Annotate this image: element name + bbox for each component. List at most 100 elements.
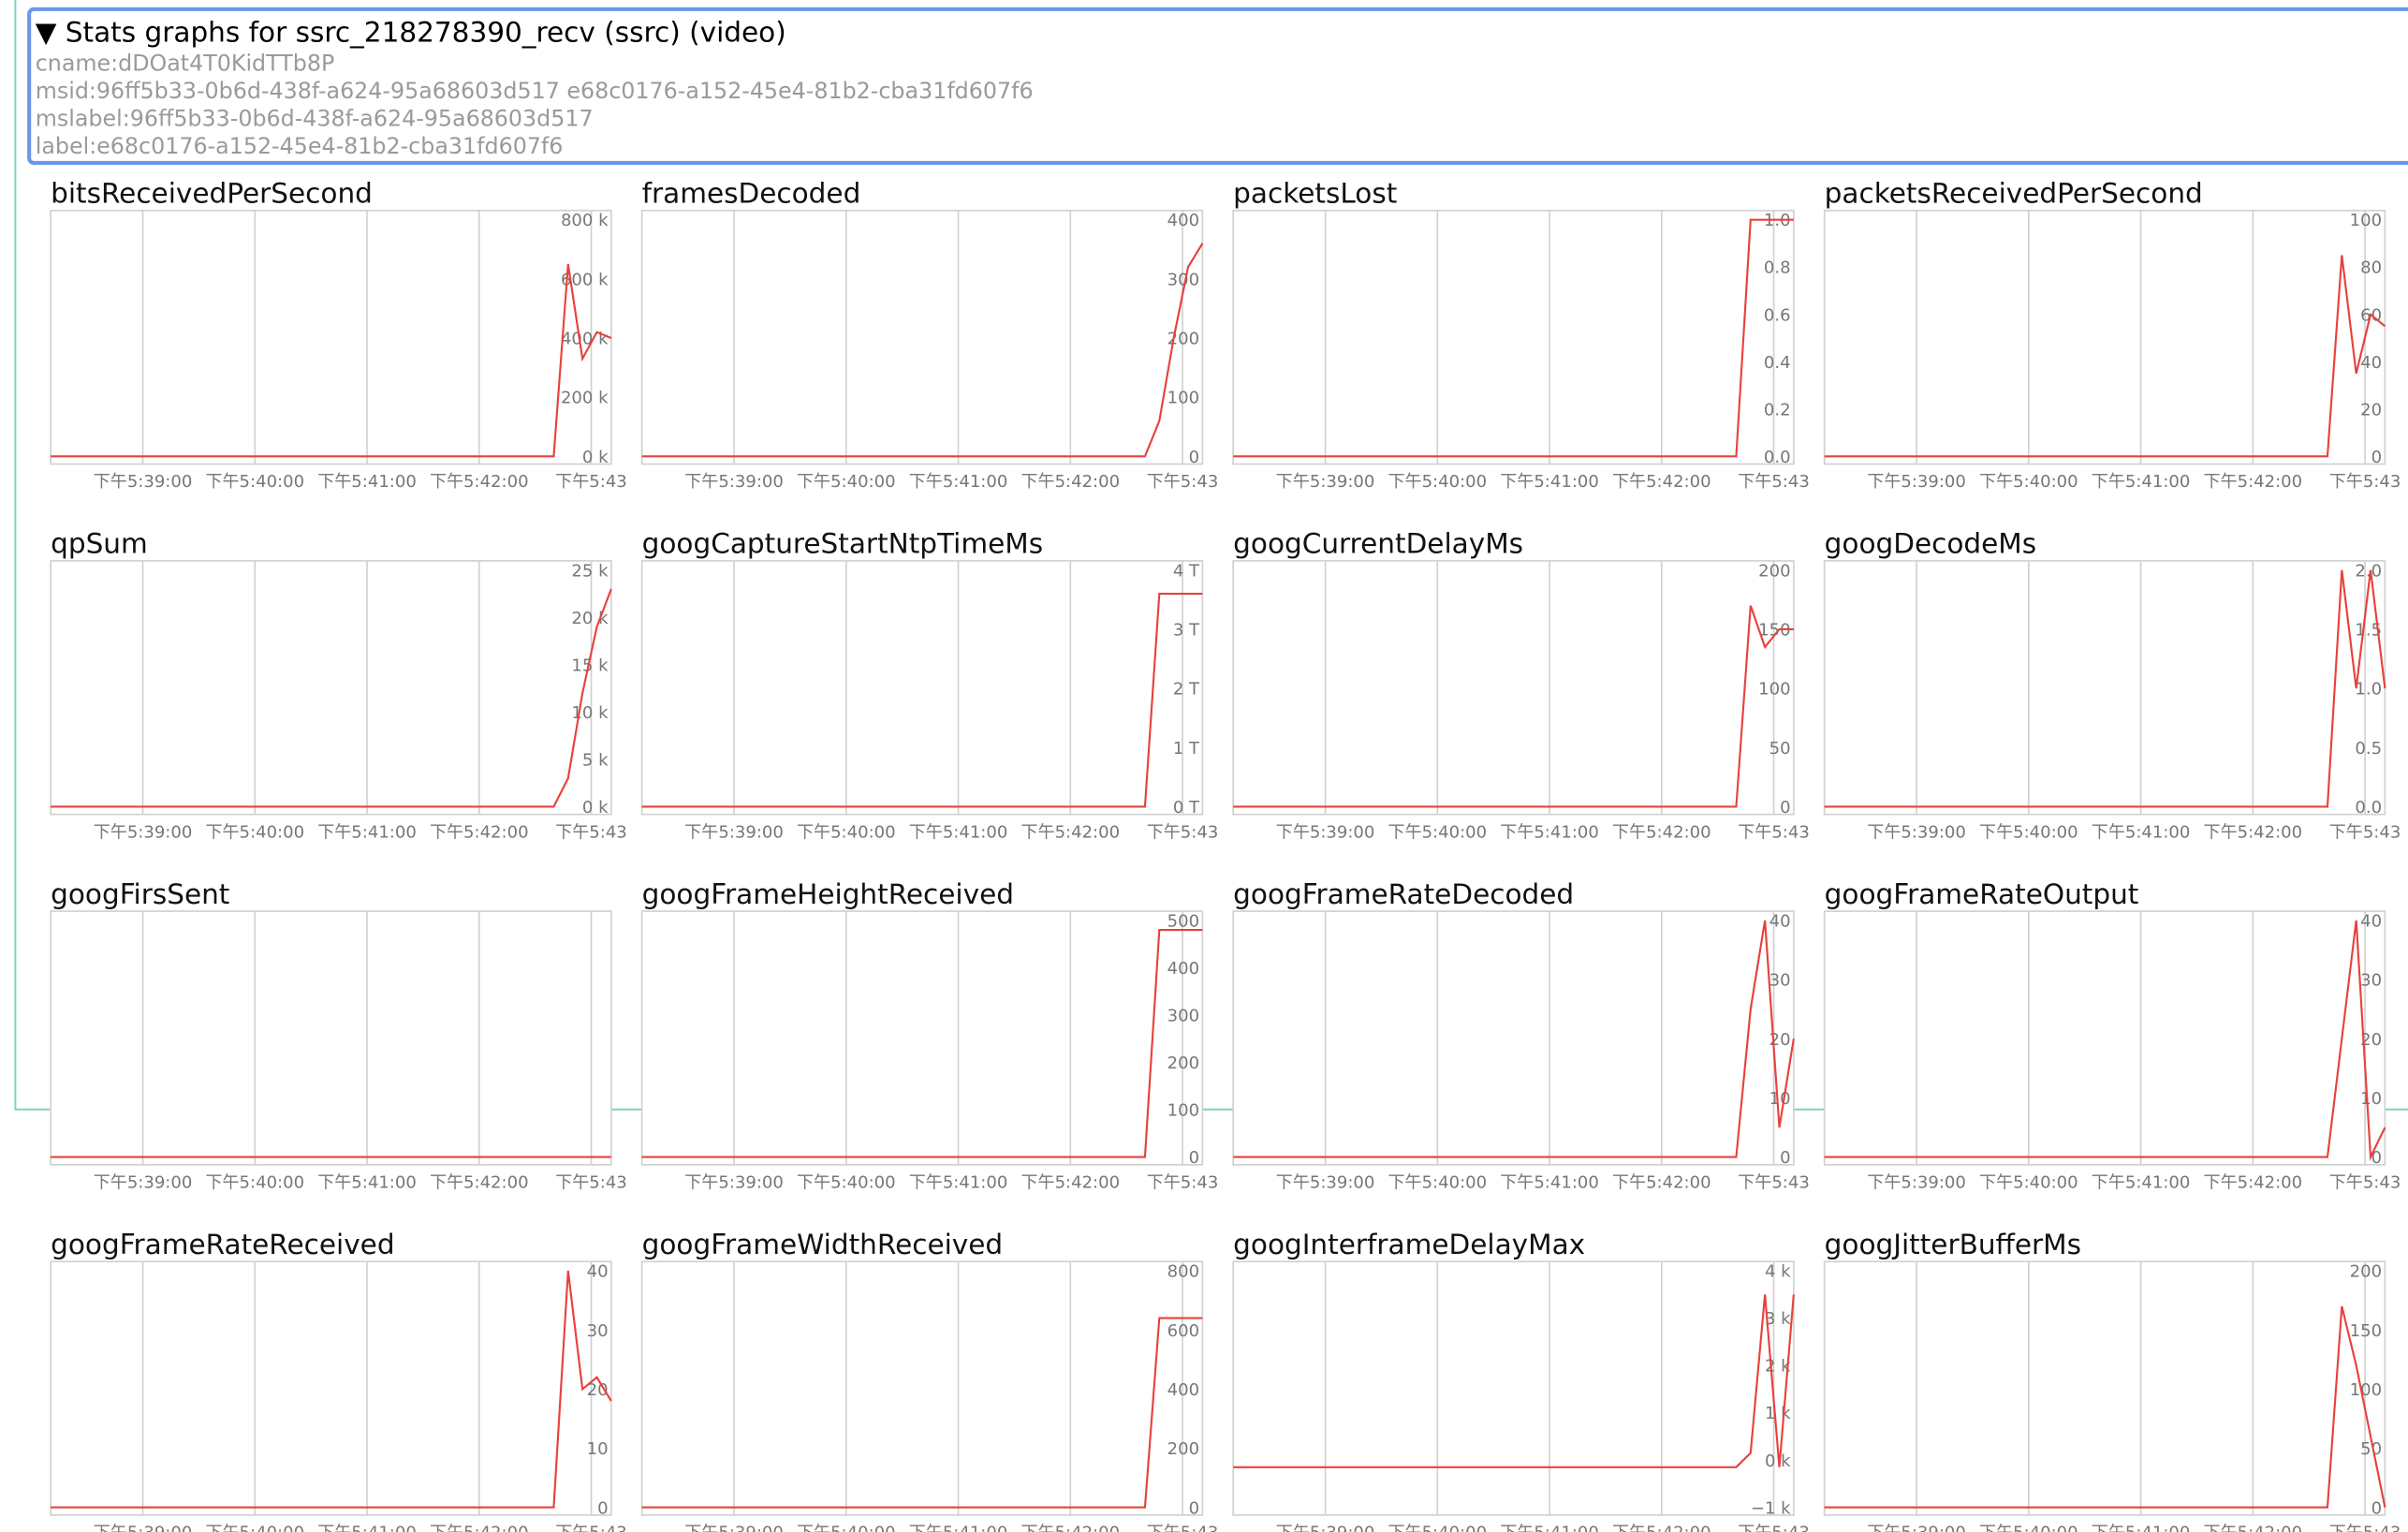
graph-title: googFirsSent [51,878,229,910]
y-tick-label: 0.4 [1764,353,1791,373]
x-tick-label: 下午5:39:00 [1276,1172,1375,1192]
y-tick-label: 0 [2371,448,2382,467]
x-tick-label: 下午5:40:00 [206,472,305,492]
y-tick-label: 0 k [582,448,609,467]
y-tick-label: 40 [587,1262,609,1282]
y-tick-label: 800 k [561,211,609,230]
y-tick-label: 100 [1167,389,1199,408]
plot-area [1823,560,2386,816]
x-tick-label: 下午5:42:00 [1021,472,1121,492]
y-tick-label: 0.5 [2355,739,2382,759]
y-tick-label: 0 [1189,1498,1199,1518]
data-line [51,263,612,458]
y-tick-label: 2 T [1173,680,1200,700]
x-tick-label: 下午5:40:00 [206,822,305,842]
y-tick-label: 200 [2350,1262,2382,1282]
x-tick-label: 下午5:43 [1147,822,1219,842]
data-line [641,243,1204,458]
x-tick-label: 下午5:40:00 [1979,1524,2078,1532]
graph-title: bitsReceivedPerSecond [51,178,373,210]
x-tick-label: 下午5:40:00 [797,1172,896,1192]
y-tick-label: 4 k [1765,1262,1791,1282]
x-tick-label: 下午5:41:00 [2092,1172,2191,1192]
x-tick-label: 下午5:40:00 [797,472,896,492]
x-tick-label: 下午5:39:00 [1867,822,1966,842]
data-line [1824,569,2386,808]
data-line [1233,920,1795,1158]
y-tick-label: 20 k [571,609,609,628]
x-tick-label: 下午5:39:00 [684,1524,784,1532]
plot-area [1232,910,1795,1166]
y-tick-label: 0.6 [1764,305,1791,325]
y-tick-label: 0 [1780,1148,1790,1168]
y-tick-label: 200 [1758,561,1790,581]
x-tick-label: 下午5:43 [1738,822,1810,842]
x-tick-label: 下午5:39:00 [1276,472,1375,492]
y-tick-label: 10 [2360,1089,2382,1109]
data-line [641,592,1203,808]
x-tick-label: 下午5:43 [2329,1172,2401,1192]
graph-title: googFrameRateOutput [1825,878,2139,910]
x-tick-label: 下午5:40:00 [1388,1524,1488,1532]
y-tick-label: 15 k [571,656,609,675]
x-tick-label: 下午5:43 [1147,472,1219,492]
y-tick-label: 1 k [1765,1404,1791,1423]
y-tick-label: 30 [2360,971,2382,991]
x-tick-label: 下午5:39:00 [1276,1524,1375,1532]
y-tick-label: 0 [1780,798,1790,818]
x-tick-label: 下午5:40:00 [1388,472,1488,492]
y-tick-label: 20 [2360,400,2382,420]
x-tick-label: 下午5:42:00 [430,1172,529,1192]
y-tick-label: 80 [2360,258,2382,278]
x-tick-label: 下午5:43 [555,822,627,842]
y-tick-label: 0 [597,1498,608,1518]
y-tick-label: 3 k [1765,1309,1791,1329]
plot-area [1232,209,1795,465]
x-tick-label: 下午5:41:00 [317,1524,417,1532]
y-tick-label: 50 [1769,739,1791,759]
y-tick-label: 40 [2360,353,2382,373]
y-tick-label: 200 k [561,389,609,408]
x-tick-label: 下午5:43 [2329,472,2401,492]
x-tick-label: 下午5:40:00 [1979,1172,2078,1192]
data-line [1233,1294,1795,1468]
plot-area [1232,1260,1795,1516]
plot-area [50,560,612,816]
data-line [1233,218,1794,458]
y-tick-label: 4 T [1173,561,1200,581]
data-line [1824,920,2386,1161]
y-tick-label: 25 k [571,561,609,581]
graph-title: packetsReceivedPerSecond [1825,178,2203,210]
y-tick-label: 40 [2360,911,2382,931]
y-tick-label: 400 k [561,330,609,349]
y-tick-label: 0 T [1173,798,1200,818]
y-tick-label: 50 [2360,1439,2382,1459]
x-tick-label: 下午5:43 [1738,1524,1810,1532]
x-tick-label: 下午5:42:00 [1021,1524,1121,1532]
x-tick-label: 下午5:42:00 [1612,1172,1711,1192]
plot-area [640,910,1204,1166]
x-tick-label: 下午5:41:00 [1500,822,1599,842]
y-tick-label: 100 [2350,211,2382,230]
x-tick-label: 下午5:41:00 [1500,472,1599,492]
y-tick-label: 30 [1769,971,1791,991]
x-tick-label: 下午5:39:00 [94,822,193,842]
x-tick-label: 下午5:42:00 [1612,472,1711,492]
details-title[interactable]: ▼ Stats graphs for ssrc_218278390_recv (… [36,16,786,48]
x-tick-label: 下午5:40:00 [797,822,896,842]
y-tick-label: 0 k [582,798,609,818]
x-tick-label: 下午5:40:00 [1979,822,2078,842]
plot-area [640,209,1204,465]
x-tick-label: 下午5:39:00 [1867,1172,1966,1192]
y-tick-label: 600 [1167,1321,1199,1341]
details-box [27,7,2408,165]
x-tick-label: 下午5:40:00 [797,1524,896,1532]
y-tick-label: 1 T [1173,739,1200,759]
y-tick-label: 600 k [561,270,609,289]
x-tick-label: 下午5:39:00 [1276,822,1375,842]
x-tick-label: 下午5:41:00 [1500,1172,1599,1192]
x-tick-label: 下午5:42:00 [2204,822,2303,842]
graph-title: googInterframeDelayMax [1233,1229,1585,1260]
y-tick-label: 200 [1167,1439,1199,1459]
